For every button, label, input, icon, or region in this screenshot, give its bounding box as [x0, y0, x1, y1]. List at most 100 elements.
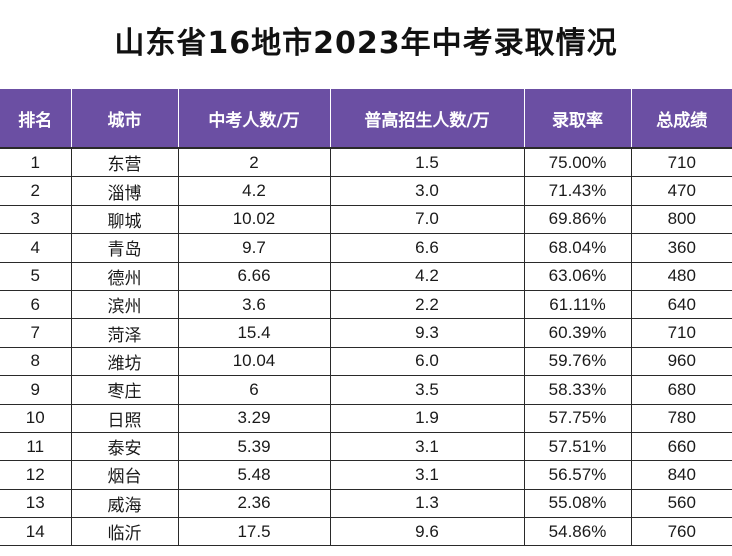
rank-cell: 14 [0, 517, 72, 547]
rank-cell: 3 [0, 204, 72, 235]
admission-rate-cell: 60.39% [523, 318, 632, 348]
table-row: 8 潍坊 10.04 6.0 59.76% 960 [0, 346, 732, 377]
city-cell: 枣庄 [70, 375, 179, 405]
enrollment-cell: 6.0 [329, 346, 525, 377]
table-row: 7 菏泽 15.4 9.3 60.39% 710 [0, 318, 732, 348]
total-score-cell: 480 [630, 261, 732, 291]
table-row: 10 日照 3.29 1.9 57.75% 780 [0, 403, 732, 433]
rank-cell: 11 [0, 431, 72, 462]
rank-cell: 5 [0, 261, 72, 291]
admission-rate-cell: 75.00% [523, 147, 632, 178]
admission-rate-cell: 61.11% [523, 289, 632, 320]
total-score-cell: 800 [630, 204, 732, 235]
total-score-cell: 680 [630, 375, 732, 405]
enrollment-cell: 2.2 [329, 289, 525, 320]
enrollment-cell: 1.5 [329, 147, 525, 178]
total-score-cell: 560 [630, 488, 732, 519]
total-score-cell: 360 [630, 233, 732, 263]
city-cell: 日照 [70, 403, 179, 433]
total-score-cell: 470 [630, 176, 732, 206]
admission-rate-cell: 68.04% [523, 233, 632, 263]
table-row: 13 威海 2.36 1.3 55.08% 560 [0, 488, 732, 519]
enrollment-cell: 9.3 [329, 318, 525, 348]
exam-takers-cell: 6.66 [177, 261, 331, 291]
admission-rate-cell: 71.43% [523, 176, 632, 206]
city-cell: 东营 [70, 147, 179, 178]
admission-table: 排名 城市 中考人数/万 普高招生人数/万 录取率 总成绩 1 东营 2 1.5 75.… [0, 88, 732, 547]
admission-rate-cell: 57.75% [523, 403, 632, 433]
column-header-high-school-enrollment: 普高招生人数/万 [329, 88, 525, 149]
city-cell: 菏泽 [70, 318, 179, 348]
enrollment-cell: 3.1 [329, 431, 525, 462]
column-header-rank: 排名 [0, 88, 72, 149]
exam-takers-cell: 9.7 [177, 233, 331, 263]
column-header-total-score: 总成绩 [630, 88, 732, 149]
exam-takers-cell: 10.02 [177, 204, 331, 235]
exam-takers-cell: 2.36 [177, 488, 331, 519]
admission-rate-cell: 57.51% [523, 431, 632, 462]
exam-takers-cell: 5.39 [177, 431, 331, 462]
city-cell: 潍坊 [70, 346, 179, 377]
table-row: 14 临沂 17.5 9.6 54.86% 760 [0, 517, 732, 547]
rank-cell: 9 [0, 375, 72, 405]
table-row: 1 东营 2 1.5 75.00% 710 [0, 147, 732, 178]
table-row: 12 烟台 5.48 3.1 56.57% 840 [0, 460, 732, 490]
rank-cell: 4 [0, 233, 72, 263]
city-cell: 青岛 [70, 233, 179, 263]
city-cell: 聊城 [70, 204, 179, 235]
exam-takers-cell: 5.48 [177, 460, 331, 490]
enrollment-cell: 1.9 [329, 403, 525, 433]
table-row: 4 青岛 9.7 6.6 68.04% 360 [0, 233, 732, 263]
total-score-cell: 840 [630, 460, 732, 490]
city-cell: 淄博 [70, 176, 179, 206]
enrollment-cell: 7.0 [329, 204, 525, 235]
enrollment-cell: 4.2 [329, 261, 525, 291]
admission-rate-cell: 69.86% [523, 204, 632, 235]
exam-takers-cell: 6 [177, 375, 331, 405]
exam-takers-cell: 10.04 [177, 346, 331, 377]
rank-cell: 12 [0, 460, 72, 490]
total-score-cell: 760 [630, 517, 732, 547]
column-header-city: 城市 [70, 88, 179, 149]
table-row: 5 德州 6.66 4.2 63.06% 480 [0, 261, 732, 291]
rank-cell: 8 [0, 346, 72, 377]
column-header-exam-takers: 中考人数/万 [177, 88, 331, 149]
enrollment-cell: 9.6 [329, 517, 525, 547]
total-score-cell: 960 [630, 346, 732, 377]
total-score-cell: 710 [630, 147, 732, 178]
column-header-admission-rate: 录取率 [523, 88, 632, 149]
admission-rate-cell: 58.33% [523, 375, 632, 405]
exam-takers-cell: 17.5 [177, 517, 331, 547]
enrollment-cell: 3.0 [329, 176, 525, 206]
total-score-cell: 710 [630, 318, 732, 348]
admission-rate-cell: 55.08% [523, 488, 632, 519]
city-cell: 烟台 [70, 460, 179, 490]
city-cell: 临沂 [70, 517, 179, 547]
enrollment-cell: 3.1 [329, 460, 525, 490]
exam-takers-cell: 15.4 [177, 318, 331, 348]
table-row: 6 滨州 3.6 2.2 61.11% 640 [0, 289, 732, 320]
admission-rate-cell: 54.86% [523, 517, 632, 547]
admission-rate-cell: 56.57% [523, 460, 632, 490]
total-score-cell: 640 [630, 289, 732, 320]
exam-takers-cell: 3.29 [177, 403, 331, 433]
total-score-cell: 780 [630, 403, 732, 433]
rank-cell: 1 [0, 147, 72, 178]
admission-rate-cell: 63.06% [523, 261, 632, 291]
city-cell: 威海 [70, 488, 179, 519]
table-row: 3 聊城 10.02 7.0 69.86% 800 [0, 204, 732, 235]
enrollment-cell: 1.3 [329, 488, 525, 519]
rank-cell: 2 [0, 176, 72, 206]
exam-takers-cell: 4.2 [177, 176, 331, 206]
rank-cell: 10 [0, 403, 72, 433]
enrollment-cell: 6.6 [329, 233, 525, 263]
page-title: 山东省16地市2023年中考录取情况 [114, 26, 618, 61]
table-header-row: 排名 城市 中考人数/万 普高招生人数/万 录取率 总成绩 [0, 88, 732, 149]
rank-cell: 7 [0, 318, 72, 348]
city-cell: 德州 [70, 261, 179, 291]
enrollment-cell: 3.5 [329, 375, 525, 405]
table-row: 2 淄博 4.2 3.0 71.43% 470 [0, 176, 732, 206]
exam-takers-cell: 2 [177, 147, 331, 178]
rank-cell: 13 [0, 488, 72, 519]
rank-cell: 6 [0, 289, 72, 320]
